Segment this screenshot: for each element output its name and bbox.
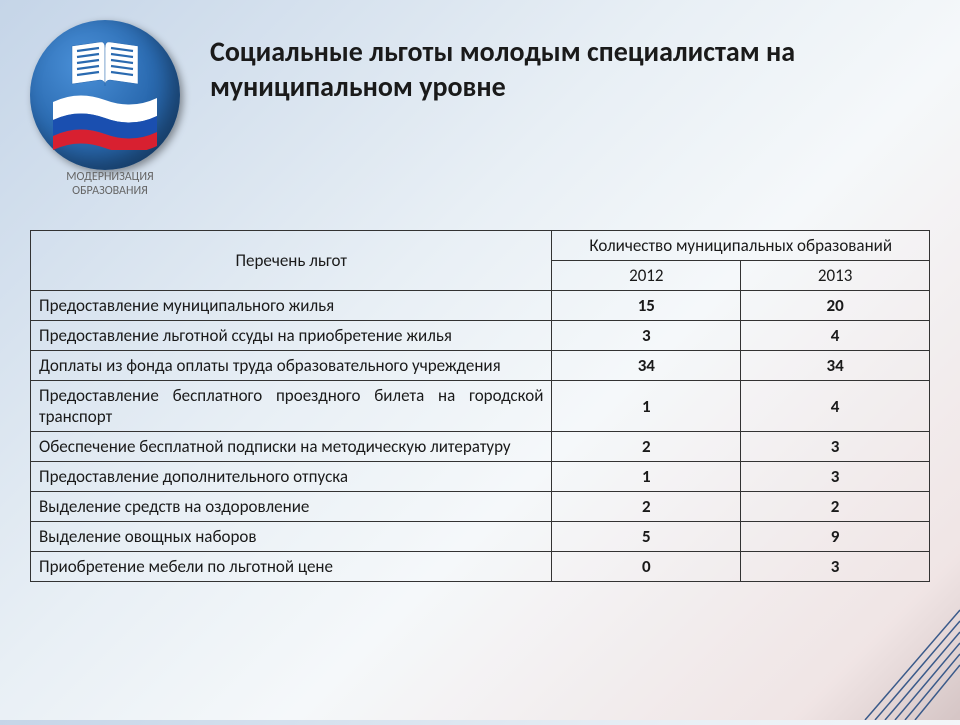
book-icon: [66, 38, 144, 93]
table-row: Обеспечение бесплатной подписки на метод…: [31, 432, 930, 462]
cell-benefit: Предоставление льготной ссуды на приобре…: [31, 321, 552, 351]
cell-year2: 4: [741, 381, 930, 432]
main-table-container: Перечень льгот Количество муниципальных …: [0, 220, 960, 582]
table-body: Предоставление муниципального жилья1520П…: [31, 291, 930, 582]
th-year1: 2012: [552, 261, 741, 291]
cell-year1: 0: [552, 552, 741, 582]
cell-benefit: Предоставление бесплатного проездного би…: [31, 381, 552, 432]
cell-year1: 1: [552, 381, 741, 432]
flag-icon: [48, 90, 162, 150]
cell-year1: 2: [552, 492, 741, 522]
table-row: Доплаты из фонда оплаты труда образовате…: [31, 351, 930, 381]
cell-year1: 15: [552, 291, 741, 321]
cell-year2: 20: [741, 291, 930, 321]
table-row: Выделение средств на оздоровление22: [31, 492, 930, 522]
logo: МОДЕРНИЗАЦИЯ ОБРАЗОВАНИЯ: [30, 20, 190, 210]
table-row: Предоставление бесплатного проездного би…: [31, 381, 930, 432]
cell-year1: 5: [552, 522, 741, 552]
logo-line1: МОДЕРНИЗАЦИЯ: [66, 170, 153, 184]
benefits-table: Перечень льгот Количество муниципальных …: [30, 230, 930, 582]
cell-benefit: Предоставление муниципального жилья: [31, 291, 552, 321]
table-row: Предоставление льготной ссуды на приобре…: [31, 321, 930, 351]
cell-year1: 1: [552, 462, 741, 492]
cell-year1: 2: [552, 432, 741, 462]
cell-year2: 3: [741, 462, 930, 492]
slide-title: Социальные льготы молодым специалистам н…: [190, 20, 920, 104]
cell-year2: 4: [741, 321, 930, 351]
th-benefit: Перечень льгот: [31, 231, 552, 291]
logo-caption: МОДЕРНИЗАЦИЯ ОБРАЗОВАНИЯ: [30, 170, 190, 199]
cell-benefit: Предоставление дополнительного отпуска: [31, 462, 552, 492]
table-row: Выделение овощных наборов59: [31, 522, 930, 552]
cell-benefit: Выделение средств на оздоровление: [31, 492, 552, 522]
cell-benefit: Выделение овощных наборов: [31, 522, 552, 552]
slide-header: МОДЕРНИЗАЦИЯ ОБРАЗОВАНИЯ Социальные льго…: [0, 0, 960, 220]
th-year2: 2013: [741, 261, 930, 291]
decorative-corner-lines: [820, 540, 960, 720]
cell-benefit: Приобретение мебели по льготной цене: [31, 552, 552, 582]
cell-benefit: Обеспечение бесплатной подписки на метод…: [31, 432, 552, 462]
table-row: Предоставление муниципального жилья1520: [31, 291, 930, 321]
table-row: Предоставление дополнительного отпуска13: [31, 462, 930, 492]
cell-year1: 3: [552, 321, 741, 351]
th-count: Количество муниципальных образований: [552, 231, 930, 261]
cell-year1: 34: [552, 351, 741, 381]
logo-line2: ОБРАЗОВАНИЯ: [72, 184, 148, 198]
cell-year2: 3: [741, 432, 930, 462]
cell-benefit: Доплаты из фонда оплаты труда образовате…: [31, 351, 552, 381]
logo-circle: [30, 20, 180, 170]
cell-year2: 2: [741, 492, 930, 522]
table-row: Приобретение мебели по льготной цене03: [31, 552, 930, 582]
cell-year2: 34: [741, 351, 930, 381]
table-header-row: Перечень льгот Количество муниципальных …: [31, 231, 930, 261]
